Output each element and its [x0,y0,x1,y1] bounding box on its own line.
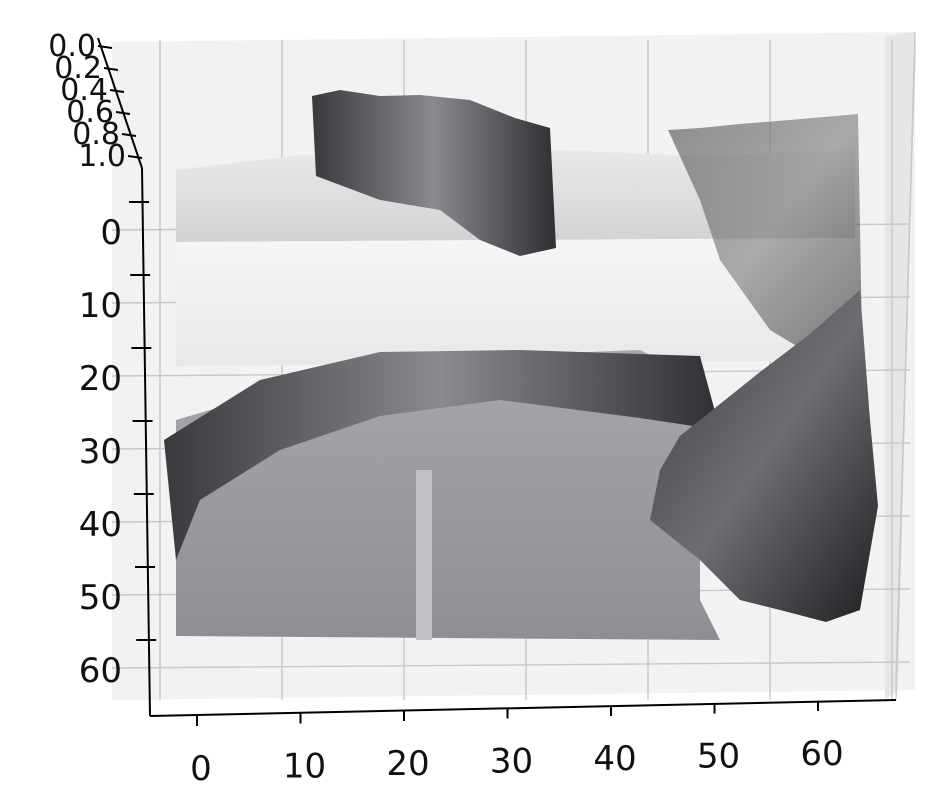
y-tick-label: 10 [79,286,122,326]
y-axis-line [141,167,151,717]
y-tick-label: 50 [79,578,122,618]
x-axis-line [149,699,897,717]
y-tick-label: 40 [79,505,122,545]
z-tick-mark [115,111,131,115]
surface-plateau [176,238,855,366]
z-tick-mark [109,89,125,93]
z-axis-line [97,37,143,169]
y-tick-label: 20 [79,359,122,399]
y-tick-label: 0 [100,213,122,253]
axes [97,37,897,717]
z-tick-label: 0.0 [48,29,96,64]
surface-curved-ridge [164,350,720,560]
z-tick-label: 1.0 [78,139,126,174]
z-tick-label: 0.6 [66,95,114,130]
x-axis-ticks: 0 10 20 30 40 50 60 [190,701,844,789]
surface-right-ridge [668,114,862,360]
z-tick-label: 0.2 [54,51,102,86]
x-tick-label: 40 [593,739,636,779]
y-grid-line [111,661,911,669]
y-tick-label: 60 [79,651,122,691]
z-tick-label: 0.4 [60,73,108,108]
x-tick-label: 60 [800,734,843,774]
z-tick-mark [103,67,119,71]
z-tick-mark [127,155,143,159]
surface-dark-ridge-top [312,90,556,256]
z-tick-mark [121,133,137,137]
y-tick-label: 30 [79,432,122,472]
surface-dark-corner [650,290,878,622]
z-axis-ticks: 0.00.20.40.60.81.0 [48,29,143,174]
x-tick-label: 20 [386,744,429,784]
z-tick-label: 0.8 [72,117,120,152]
side-grid-line [895,51,916,681]
x-tick-label: 10 [283,747,326,787]
surface-mesh [164,90,878,640]
y-axis-ticks: 0 10 20 30 40 50 60 [79,201,157,691]
surface-notch [416,470,432,640]
x-tick-label: 0 [190,749,212,789]
x-tick-label: 30 [490,742,533,782]
z-tick-mark [97,45,113,49]
x-tick-label: 50 [697,737,740,777]
